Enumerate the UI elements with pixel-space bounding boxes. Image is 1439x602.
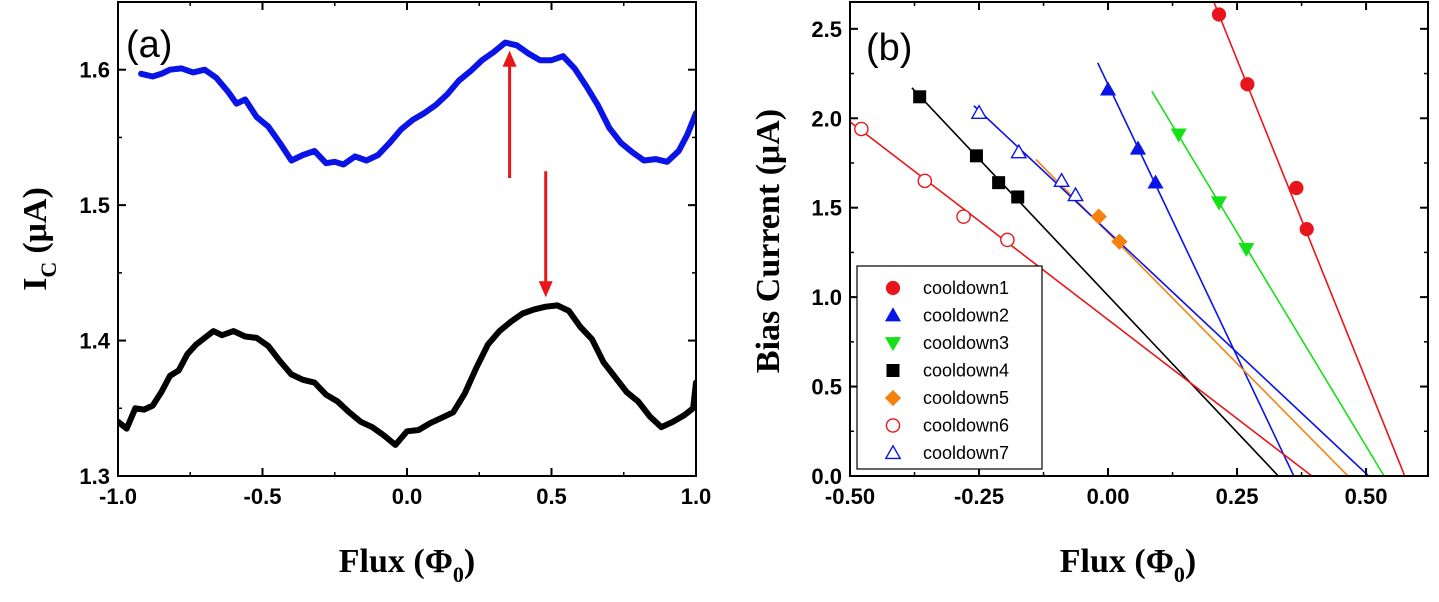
- panel-b-ylabel: Bias Current (μA): [750, 109, 787, 373]
- legend-label-cooldown2: cooldown2: [923, 306, 1009, 326]
- panel-b-frame: [849, 1, 1429, 477]
- panel-a-xtick-label: -1.0: [99, 484, 137, 509]
- point-cooldown1: [1299, 222, 1314, 237]
- point-cooldown2: [1129, 140, 1147, 155]
- panel-a-ticks: -1.0 -0.5 0.0 0.5 1.0 1.3 1.4 1.5 1.6: [79, 1, 712, 509]
- panel-a-xlabel: Flux (Φ0): [339, 543, 475, 587]
- legend-marker-cooldown2: [884, 307, 902, 322]
- fit-line-cooldown1: [1213, 2, 1406, 476]
- panel-b-legend: cooldown1 cooldown2 cooldown3 cooldown4 cool…: [856, 265, 1043, 470]
- point-cooldown1: [1240, 77, 1255, 92]
- panel-b-xtick-label: 0.50: [1345, 484, 1388, 509]
- point-cooldown2: [1147, 174, 1164, 189]
- panel-b: -0.50 -0.25 0.00 0.25 0.50 0.0 0.5 1.0 1.5 2.0 2.5…: [750, 1, 1429, 587]
- panel-a-data: [118, 39, 696, 448]
- panel-b-xtick-label: -0.50: [825, 484, 875, 509]
- point-cooldown6: [956, 209, 971, 224]
- panel-b-xlabel-sub: 0: [1174, 562, 1185, 587]
- point-cooldown7: [1067, 186, 1084, 202]
- legend-label-cooldown4: cooldown4: [923, 361, 1009, 381]
- point-cooldown3: [1210, 196, 1228, 211]
- panel-a-label: (a): [126, 24, 172, 66]
- point-cooldown1: [1211, 7, 1227, 22]
- point-cooldown3: [1170, 128, 1187, 143]
- fit-line-cooldown2: [1096, 62, 1295, 476]
- point-cooldown4: [913, 90, 927, 104]
- panel-b-ytick-label: 0.5: [811, 375, 842, 400]
- panel-b-xtick-label: 0.25: [1216, 484, 1259, 509]
- point-cooldown4: [992, 176, 1006, 190]
- legend-label-cooldown6: cooldown6: [923, 416, 1009, 436]
- legend-label-cooldown1: cooldown1: [923, 278, 1009, 298]
- point-cooldown4: [969, 149, 983, 163]
- point-cooldown5: [1111, 233, 1128, 250]
- panel-a-arrows: [502, 50, 553, 298]
- legend-marker-cooldown1: [885, 280, 901, 296]
- panel-b-ytick-label: 0.0: [811, 464, 842, 489]
- legend-marker-cooldown5: [884, 389, 902, 407]
- legend-label-cooldown5: cooldown5: [923, 388, 1009, 408]
- panel-b-ytick-label: 2.0: [811, 106, 842, 131]
- point-cooldown5: [1090, 208, 1107, 225]
- point-cooldown4: [1011, 190, 1025, 204]
- arrow-head-up: [502, 50, 517, 67]
- panel-b-xtick-label: -0.25: [954, 484, 1004, 509]
- legend-marker-cooldown6: [885, 418, 901, 433]
- panel-a-ytick-label: 1.5: [79, 193, 110, 218]
- panel-b-ytick-label: 1.5: [811, 196, 842, 221]
- point-cooldown6: [917, 173, 933, 189]
- arrow-head-down: [538, 281, 553, 298]
- point-cooldown6: [1000, 232, 1015, 248]
- panel-b-label: (b): [866, 27, 912, 69]
- panel-b-xlabel: Flux (Φ0): [1060, 543, 1196, 587]
- panel-b-xtick-label: 0.00: [1087, 484, 1130, 509]
- point-cooldown7: [1053, 172, 1070, 187]
- point-cooldown6: [854, 121, 869, 137]
- legend-marker-cooldown4: [886, 364, 900, 377]
- panel-b-ytick-label: 2.5: [811, 17, 842, 42]
- legend-marker-cooldown7: [884, 444, 902, 460]
- point-cooldown1: [1289, 180, 1304, 196]
- point-cooldown7: [1010, 143, 1028, 159]
- point-cooldown7: [970, 104, 988, 119]
- panel-a-xtick-label: 0.5: [536, 484, 567, 509]
- panel-b-ticks: -0.50 -0.25 0.00 0.25 0.50 0.0 0.5 1.0 1.5 2.0 2.5: [811, 2, 1428, 509]
- panel-b-data: [850, 2, 1406, 476]
- fit-line-cooldown3: [1151, 91, 1385, 476]
- legend-marker-cooldown3: [884, 337, 902, 352]
- panel-a-ylabel: IC(μA): [17, 187, 61, 291]
- panel-a: -1.0 -0.5 0.0 0.5 1.0 1.3 1.4 1.5 1.6 (a) Flux (…: [17, 1, 712, 587]
- legend-label-cooldown3: cooldown3: [923, 333, 1009, 353]
- legend-label-cooldown7: cooldown7: [923, 443, 1009, 463]
- panel-a-ytick-label: 1.3: [79, 464, 110, 489]
- fit-line-cooldown7: [973, 105, 1370, 476]
- panel-a-xtick-label: 0.0: [392, 484, 423, 509]
- panel-a-ytick-label: 1.6: [79, 58, 110, 83]
- panel-a-xtick-label: -0.5: [244, 484, 282, 509]
- panel-a-xlabel-sub: 0: [453, 562, 464, 587]
- series-line-lower: [118, 302, 696, 448]
- series-line-upper: [138, 39, 696, 168]
- panel-b-ytick-label: 1.0: [811, 285, 842, 310]
- point-cooldown3: [1238, 242, 1255, 258]
- panel-a-xtick-label: 1.0: [681, 484, 712, 509]
- panel-a-ytick-label: 1.4: [79, 329, 110, 354]
- point-cooldown2: [1099, 81, 1117, 96]
